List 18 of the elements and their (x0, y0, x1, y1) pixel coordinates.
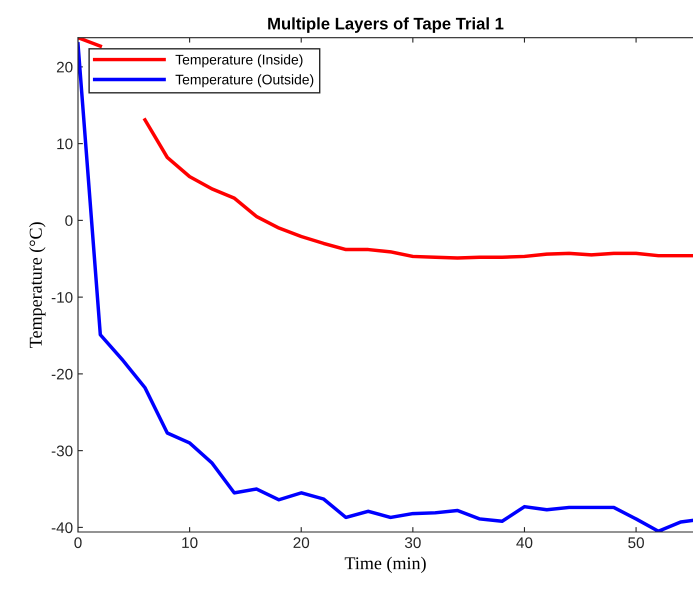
y-tick-label: -20 (52, 368, 73, 380)
x-tick-label: 20 (294, 537, 310, 548)
x-tick-label: 10 (182, 537, 198, 548)
legend-label: Temperature (Outside) (176, 74, 314, 88)
y-axis-title: Temperature (°C) (29, 222, 46, 348)
x-tick-label: 40 (516, 537, 532, 548)
y-tick-label: -30 (52, 446, 73, 456)
x-tick-label: 50 (628, 537, 644, 548)
y-tick-label: 10 (57, 138, 73, 150)
chart-title: Multiple Layers of Tape Trial 1 (268, 17, 504, 33)
y-tick-label: -10 (52, 292, 73, 303)
x-axis-title: Time (min) (344, 556, 426, 574)
y-tick-label: 20 (56, 62, 73, 73)
legend-label: Temperature (Inside) (176, 54, 302, 68)
x-tick-label: 0 (74, 537, 82, 548)
x-tick-label: 30 (404, 537, 421, 548)
y-tick-label: -40 (52, 522, 73, 534)
y-tick-label: 0 (65, 215, 73, 226)
